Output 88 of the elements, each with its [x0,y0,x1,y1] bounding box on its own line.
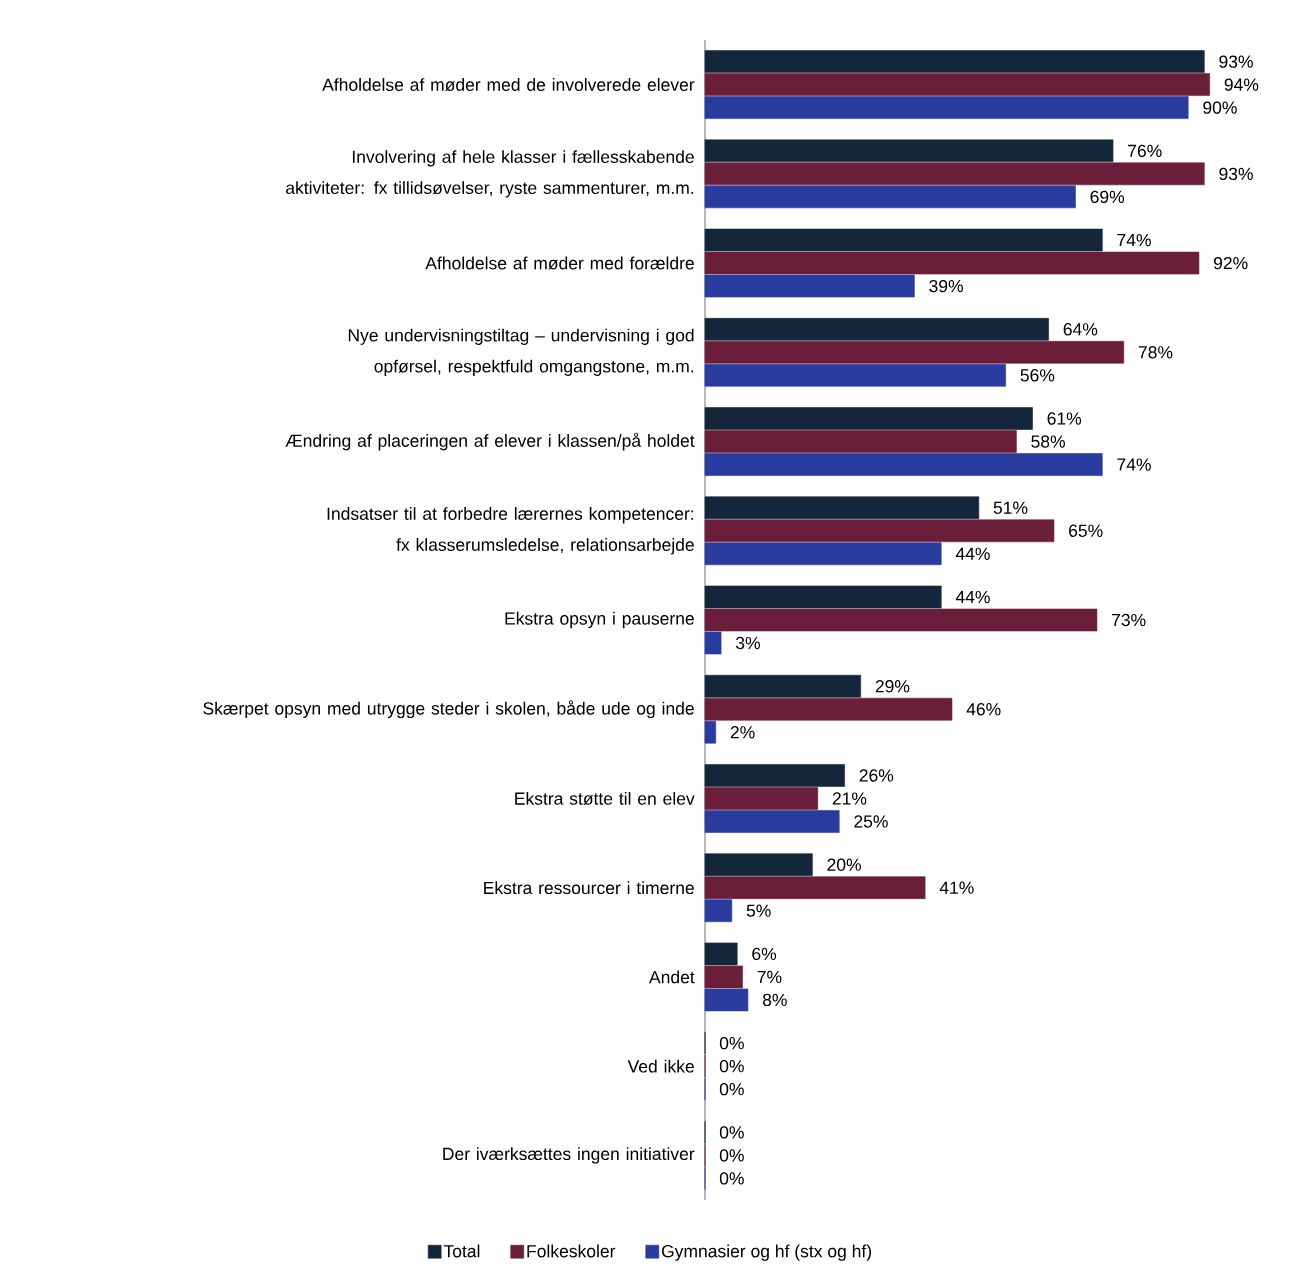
data-label: 90% [1203,101,1237,114]
bar [704,631,722,655]
data-label: 20% [827,858,861,871]
y-tick-label: Ekstra støtte til en elev [515,791,695,805]
bar [704,965,743,989]
data-label: 65% [1069,524,1103,537]
bar [704,139,1114,163]
legend-label: Gymnasier og hf (stx og hf) [661,1244,872,1261]
legend-label: Folkeskoler [527,1244,616,1258]
bar [704,585,942,609]
bar [704,228,1103,252]
bar [704,942,738,966]
data-label: 58% [1031,435,1065,448]
bar [704,407,1033,430]
data-label: 56% [1020,369,1055,382]
data-label: 78% [1138,346,1173,359]
data-label: 51% [993,501,1028,514]
data-label: 69% [1090,190,1125,204]
bar [704,787,819,810]
y-tick-label: Ved ikke [627,1059,694,1073]
bar [704,988,749,1012]
data-label: 25% [854,815,888,828]
bar [704,674,861,698]
data-label: 74% [1117,458,1151,471]
bar [704,318,1049,341]
bar [704,810,840,833]
data-label: 0% [719,1149,744,1162]
data-label: 93% [1219,55,1253,68]
y-tick-label: Der iværksættes ingen initiativer [443,1147,695,1164]
data-label: 0% [719,1082,744,1096]
bar [704,697,953,721]
y-tick-label: Skærpet opsyn med utrygge steder i skolen, både ude og inde [203,700,694,719]
y-tick-label: Indsatser til at forbedre lærernes kompetencer: fx klasserumsledelse, relationsarbejde [327,507,694,555]
data-label: 61% [1047,412,1082,425]
bar [704,50,1205,73]
y-tick-label: Ændring af placeringen af elever i klassen/på holdet [285,432,695,451]
data-label: 39% [929,279,963,293]
bar [704,341,1125,364]
data-label: 0% [719,1059,744,1073]
bar [704,453,1103,476]
bar [704,542,942,566]
data-label: 21% [832,792,867,805]
bar [704,96,1189,119]
data-label: 5% [746,904,771,917]
y-tick-label: Afholdelse af møder med de involverede elever [322,78,695,92]
data-label: 29% [875,680,910,693]
data-label: 93% [1219,167,1253,181]
legend-label: Total [443,1244,480,1258]
bar [704,162,1205,186]
data-label: 0% [719,1126,744,1139]
bar [704,764,845,787]
data-label: 92% [1213,256,1248,270]
y-tick-label: Ekstra opsyn i pauserne [505,611,694,629]
bar [704,185,1076,209]
data-label: 8% [762,993,787,1007]
data-label: 44% [955,547,990,560]
data-label: 3% [735,636,760,650]
y-tick-label: Involvering af hele klasser i fællesskabende aktiviteter: fx tillidsøvelser, ryste sammenturer, m.m. [286,150,694,198]
y-tick-label: Afholdelse af møder med forældre [425,256,694,270]
data-label: 94% [1224,78,1259,91]
data-label: 0% [719,1172,744,1185]
data-label: 44% [955,590,990,604]
data-label: 26% [859,769,894,782]
bar [704,876,926,899]
y-tick-label: Ekstra ressourcer i timerne [484,881,694,895]
y-tick-label: Andet [649,970,695,984]
bar [704,519,1055,543]
data-label: 64% [1063,323,1098,336]
data-label: 7% [757,970,782,984]
data-label: 76% [1128,144,1162,158]
bar [704,496,980,520]
data-label: 6% [752,947,777,961]
bar [704,608,1098,632]
bar [704,251,1200,275]
data-label: 2% [730,726,755,739]
data-label: 46% [966,703,1001,716]
bar [704,274,915,298]
bar [704,720,717,744]
data-label: 73% [1112,613,1146,627]
data-label: 74% [1117,233,1151,247]
data-label: 41% [939,881,974,894]
bar [704,899,733,922]
bar [704,430,1017,453]
data-label: 0% [719,1036,744,1050]
bar [704,853,813,876]
bar [704,364,1006,387]
bar [704,73,1210,96]
y-tick-label: Nye undervisningstiltag – undervisning i god opførsel, respektfuld omgangstone, m.m. [348,328,694,376]
